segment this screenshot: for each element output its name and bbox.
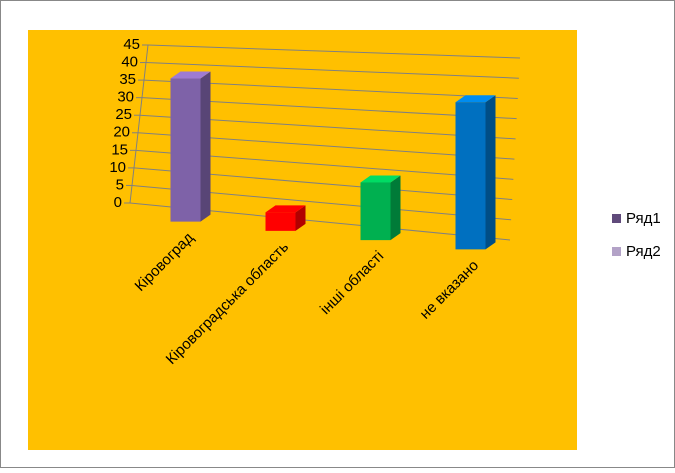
bar-side — [200, 71, 211, 222]
bar-side — [485, 95, 496, 250]
bar-side — [295, 205, 306, 231]
bar-side — [390, 175, 401, 241]
y-tick-label: 25 — [115, 106, 132, 123]
grid-line — [147, 44, 521, 59]
legend-label: Ряд1 — [626, 210, 661, 227]
y-tick-label: 40 — [121, 54, 138, 71]
y-tick-label: 5 — [116, 176, 124, 193]
y-tick-label: 45 — [123, 36, 140, 53]
legend-swatch — [612, 214, 621, 223]
bar — [455, 102, 486, 250]
bar — [265, 212, 296, 231]
bar-top — [455, 95, 496, 103]
y-tick-label: 30 — [117, 89, 134, 106]
bar-top — [170, 71, 211, 79]
y-tick-label: 15 — [111, 141, 128, 158]
y-axis — [129, 44, 149, 204]
y-tick-label: 0 — [114, 194, 122, 211]
y-tick-label: 10 — [109, 159, 126, 176]
bar — [360, 182, 391, 241]
legend-label: Ряд2 — [626, 243, 661, 260]
bar-top — [360, 175, 401, 183]
y-tick-label: 20 — [113, 124, 130, 141]
grid-line — [145, 62, 519, 79]
bar-top — [265, 205, 306, 213]
legend-swatch — [612, 247, 621, 256]
y-tick-label: 35 — [119, 71, 136, 88]
bar — [170, 78, 201, 222]
